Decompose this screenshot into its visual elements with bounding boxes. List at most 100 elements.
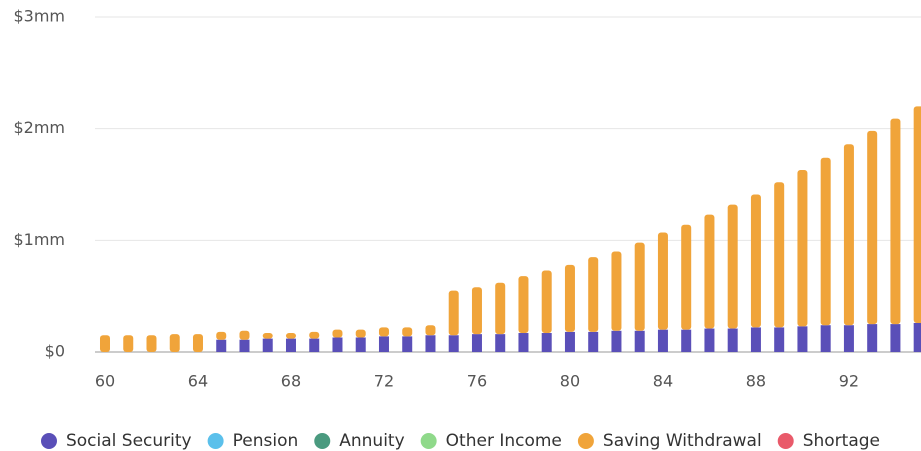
legend-item: Social Security [40, 431, 192, 451]
bar-segment [355, 337, 366, 352]
legend-swatch [207, 433, 224, 449]
legend-item: Shortage [777, 431, 880, 451]
bar-segment [518, 333, 529, 352]
bar-segment [285, 333, 296, 339]
bar-segment [843, 325, 854, 352]
bar-segment [750, 194, 761, 328]
y-tick-label: $2mm [13, 118, 65, 137]
bar-segment [797, 169, 808, 327]
bar-segment [169, 334, 180, 352]
bar-segment [448, 335, 459, 352]
x-tick-label: 88 [746, 372, 766, 391]
bar-segment [471, 287, 482, 335]
bar-segment [867, 130, 878, 325]
bar-segment [309, 331, 320, 339]
bar-segment [890, 324, 901, 352]
bar-segment [99, 335, 110, 352]
bar-segment [355, 329, 366, 338]
x-tick-label: 68 [281, 372, 301, 391]
bar-segment [913, 106, 921, 323]
bar-segment [146, 335, 157, 352]
bar-segment [890, 118, 901, 325]
bar-segment [588, 257, 599, 332]
y-tick-label: $0 [45, 342, 65, 361]
bar-segment [634, 242, 645, 331]
bar-segment [402, 336, 413, 352]
legend-swatch [777, 433, 794, 449]
bar-segment [518, 276, 529, 334]
bar-segment [564, 331, 575, 352]
bar-segment [262, 338, 273, 352]
bar-segment [541, 270, 552, 334]
y-tick-label: $1mm [13, 230, 65, 249]
bar-segment [378, 327, 389, 337]
bar-segment [402, 327, 413, 337]
bar-segment [843, 144, 854, 326]
legend-label: Pension [233, 431, 299, 451]
bar-segment [285, 338, 296, 352]
bar-segment [216, 339, 227, 352]
bar-segment [378, 336, 389, 352]
bar-segment [425, 335, 436, 352]
legend-item: Other Income [420, 431, 562, 451]
bar-segment [611, 251, 622, 331]
bar-segment [704, 214, 715, 329]
legend: Social Security Pension Annuity Other Incom… [40, 431, 880, 451]
bar-segment [750, 327, 761, 352]
bar-segment [820, 325, 831, 352]
bar-segment [797, 326, 808, 352]
bar-segment [704, 328, 715, 352]
bar-segment [657, 329, 668, 352]
bar-segment [820, 157, 831, 326]
bar-segment [727, 328, 738, 352]
x-tick-label: 76 [467, 372, 487, 391]
bar-segment [239, 339, 250, 352]
bar-segment [332, 329, 343, 338]
bar-segment [123, 335, 134, 352]
bar-segment [495, 282, 506, 335]
bar-segment [239, 330, 250, 340]
bar-segment [588, 331, 599, 352]
bar-segment [867, 324, 878, 352]
x-tick-label: 64 [188, 372, 208, 391]
x-tick-label: 92 [839, 372, 859, 391]
bar-segment [448, 290, 459, 336]
bar-segment [774, 327, 785, 352]
y-tick-label: $3mm [13, 7, 65, 26]
legend-label: Annuity [339, 431, 404, 451]
legend-swatch [314, 433, 331, 449]
legend-label: Other Income [446, 431, 562, 451]
bar-segment [657, 232, 668, 330]
bar-segment [611, 330, 622, 352]
legend-swatch [420, 433, 437, 449]
bar-segment [681, 224, 692, 330]
legend-item: Annuity [314, 431, 405, 451]
legend-swatch [577, 433, 594, 449]
bar-segment [681, 329, 692, 352]
bar-segment [471, 334, 482, 352]
bar-segment [913, 322, 921, 352]
legend-label: Social Security [66, 431, 192, 451]
x-tick-label: 60 [95, 372, 115, 391]
legend-item: Saving Withdrawal [577, 431, 762, 451]
x-tick-label: 72 [374, 372, 394, 391]
bar-segment [309, 338, 320, 352]
bar-segment [262, 333, 273, 339]
x-tick-label: 80 [560, 372, 580, 391]
legend-item: Pension [207, 431, 299, 451]
bar-segment [727, 204, 738, 329]
legend-label: Shortage [803, 431, 880, 451]
bar-segment [541, 333, 552, 352]
legend-swatch [40, 433, 57, 449]
bar-segment [774, 182, 785, 328]
x-tick-label: 84 [653, 372, 673, 391]
bar-segment [216, 331, 227, 340]
bar-segment [332, 337, 343, 352]
bar-segment [425, 325, 436, 336]
bar-segment [495, 334, 506, 352]
bar-segment [634, 330, 645, 352]
bar-segment [192, 334, 203, 352]
legend-label: Saving Withdrawal [603, 431, 762, 451]
bar-segment [564, 264, 575, 332]
